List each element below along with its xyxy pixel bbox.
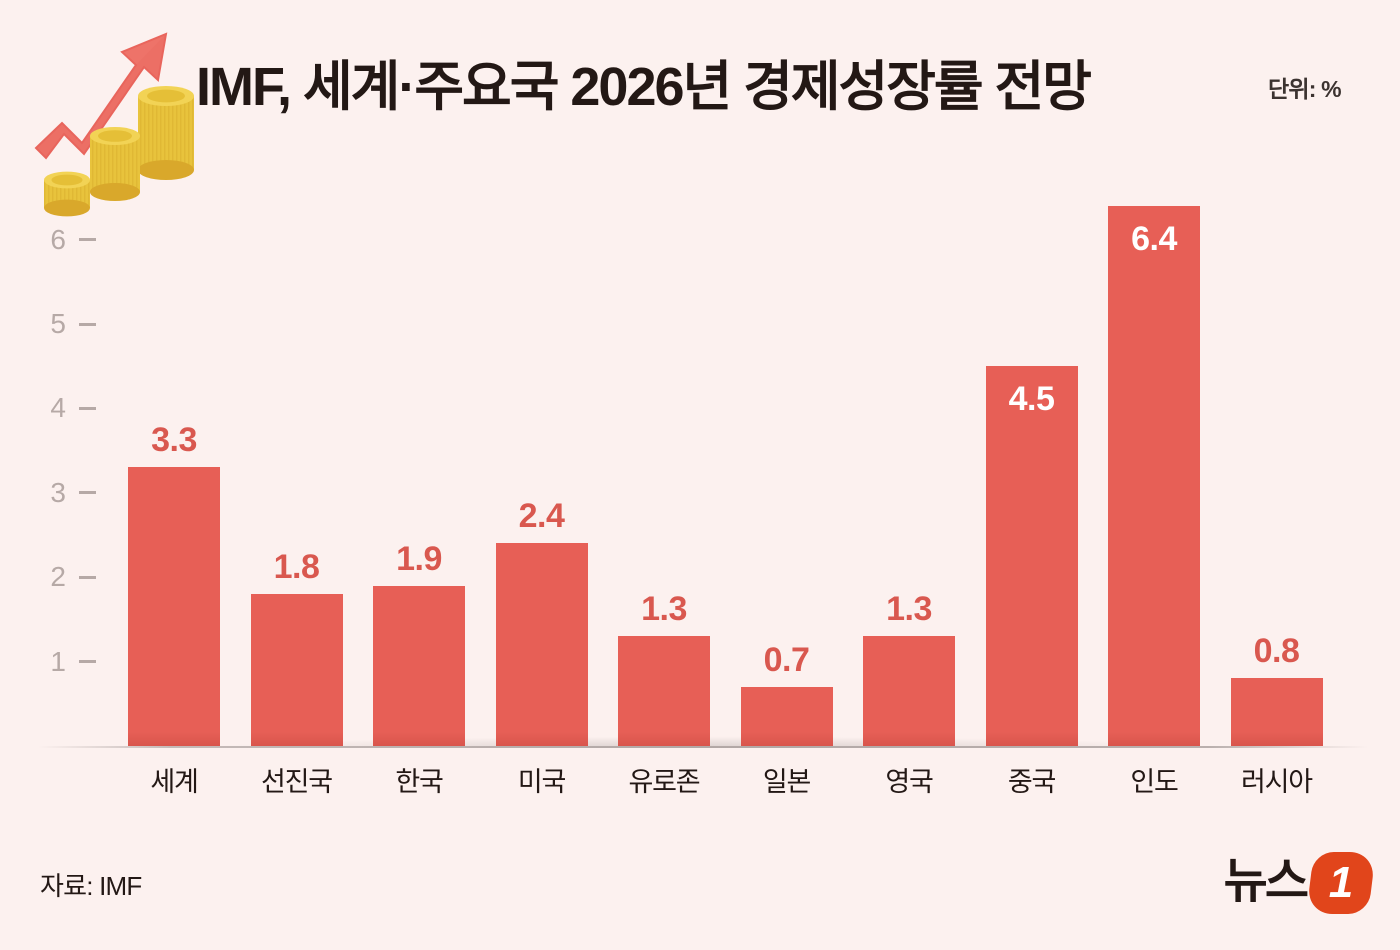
- bar-value-label: 1.3: [641, 590, 687, 629]
- news1-badge-icon: 1: [1306, 852, 1376, 914]
- bar-value-label: 1.9: [396, 539, 442, 578]
- y-axis-tick-dash: [79, 491, 96, 495]
- bar[interactable]: [1230, 678, 1323, 746]
- x-axis-category-label: 영국: [885, 767, 933, 797]
- bar[interactable]: [128, 467, 220, 746]
- source-note: 자료: IMF: [40, 871, 142, 901]
- x-axis-category-label: 일본: [762, 767, 811, 797]
- x-axis-category-label: 유로존: [628, 767, 701, 797]
- y-axis-tick-label: 4: [50, 392, 66, 424]
- x-axis-category-label: 중국: [1007, 767, 1056, 797]
- y-axis-tick-label: 1: [50, 645, 66, 677]
- bar[interactable]: [250, 594, 343, 746]
- y-axis-tick: 3: [46, 476, 96, 508]
- y-axis-tick-label: 6: [50, 223, 66, 255]
- news1-wordmark: 뉴스: [1223, 855, 1309, 908]
- page-title: IMF, 세계·주요국 2026년 경제성장률 전망: [196, 57, 1092, 117]
- y-axis-tick: 4: [46, 392, 96, 424]
- x-axis-category-label: 선진국: [261, 767, 333, 797]
- bar-value-label: 0.8: [1253, 632, 1300, 671]
- y-axis-tick-dash: [79, 322, 96, 326]
- y-axis-tick-dash: [79, 406, 96, 410]
- bar[interactable]: [618, 636, 710, 746]
- bar[interactable]: [985, 366, 1078, 746]
- x-axis-category-label: 인도: [1130, 767, 1178, 797]
- x-axis-category-label: 러시아: [1241, 767, 1313, 797]
- y-axis-tick-label: 5: [50, 308, 66, 339]
- bar-value-label: 6.4: [1131, 219, 1177, 258]
- y-axis-tick-label: 3: [50, 476, 66, 508]
- bar-value-label: 1.3: [886, 590, 932, 629]
- bar-value-label: 1.8: [273, 548, 320, 587]
- unit-label: 단위: %: [1268, 76, 1342, 102]
- news1-badge-digit: 1: [1328, 858, 1354, 907]
- bar[interactable]: [863, 636, 955, 746]
- x-axis-category-label: 한국: [395, 767, 443, 797]
- bar[interactable]: [740, 686, 833, 747]
- bar-value-label: 2.4: [518, 497, 565, 536]
- y-axis-tick: 1: [46, 645, 96, 677]
- y-axis-tick-dash: [79, 660, 96, 664]
- y-axis-tick-dash: [79, 575, 96, 579]
- growth-arrow-coins-icon: [24, 8, 214, 223]
- bar-value-label: 3.3: [151, 421, 197, 460]
- bar[interactable]: [373, 585, 465, 747]
- y-axis-tick: 6: [46, 223, 96, 255]
- x-axis-category-label: 세계: [150, 767, 198, 797]
- y-axis-tick: 5: [46, 308, 96, 339]
- news1-logo: 뉴스 1: [1223, 852, 1376, 914]
- y-axis-tick: 2: [46, 561, 96, 593]
- bar-value-label: 4.5: [1008, 380, 1055, 419]
- bar-value-label: 0.7: [763, 640, 810, 679]
- bar[interactable]: [495, 543, 588, 746]
- y-axis-tick-label: 2: [50, 561, 66, 593]
- chart-baseline: [38, 746, 1368, 748]
- y-axis-tick-dash: [79, 238, 96, 242]
- x-axis-category-label: 미국: [517, 767, 566, 797]
- bar[interactable]: [1108, 205, 1200, 747]
